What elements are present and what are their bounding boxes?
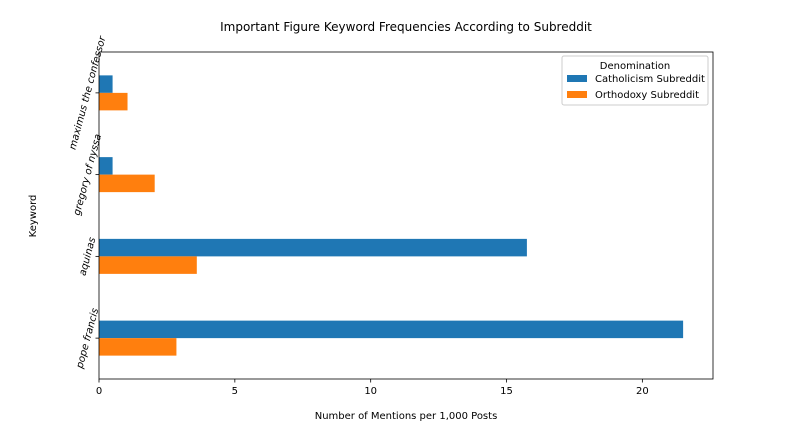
x-tick-label: 15 [500, 386, 513, 397]
legend-swatch [567, 75, 587, 82]
bar-catholicism-gregory-of-nyssa [99, 157, 113, 175]
x-tick-label: 5 [232, 386, 238, 397]
x-axis-label: Number of Mentions per 1,000 Posts [315, 411, 498, 422]
bars [99, 75, 684, 356]
y-tick-label: pope francis [74, 307, 101, 370]
legend-title: Denomination [600, 61, 670, 72]
chart-title: Important Figure Keyword Frequencies Acc… [220, 20, 592, 34]
legend: Denomination Catholicism Subreddit Orthod… [561, 55, 709, 106]
y-tick-label: aquinas [78, 236, 99, 277]
legend-swatch [567, 91, 587, 98]
x-tick-label: 20 [636, 386, 649, 397]
legend-box [561, 55, 709, 106]
legend-entry: Orthodoxy Subreddit [595, 90, 699, 101]
x-tick-label: 10 [364, 386, 377, 397]
bar-catholicism-pope-francis [99, 320, 684, 339]
bar-orthodoxy-aquinas [99, 256, 197, 274]
bar-catholicism-aquinas [99, 238, 527, 257]
x-axis: 0 5 10 15 20 [96, 379, 649, 397]
y-axis-label: Keyword [28, 195, 39, 238]
bar-orthodoxy-gregory-of-nyssa [99, 174, 155, 193]
bar-catholicism-maximus-the-confessor [99, 75, 113, 93]
x-tick-label: 0 [96, 386, 102, 397]
legend-entry: Catholicism Subreddit [595, 74, 705, 85]
plot-frame [98, 51, 714, 380]
bar-orthodoxy-pope-francis [99, 338, 177, 356]
bar-orthodoxy-maximus-the-confessor [99, 92, 128, 111]
